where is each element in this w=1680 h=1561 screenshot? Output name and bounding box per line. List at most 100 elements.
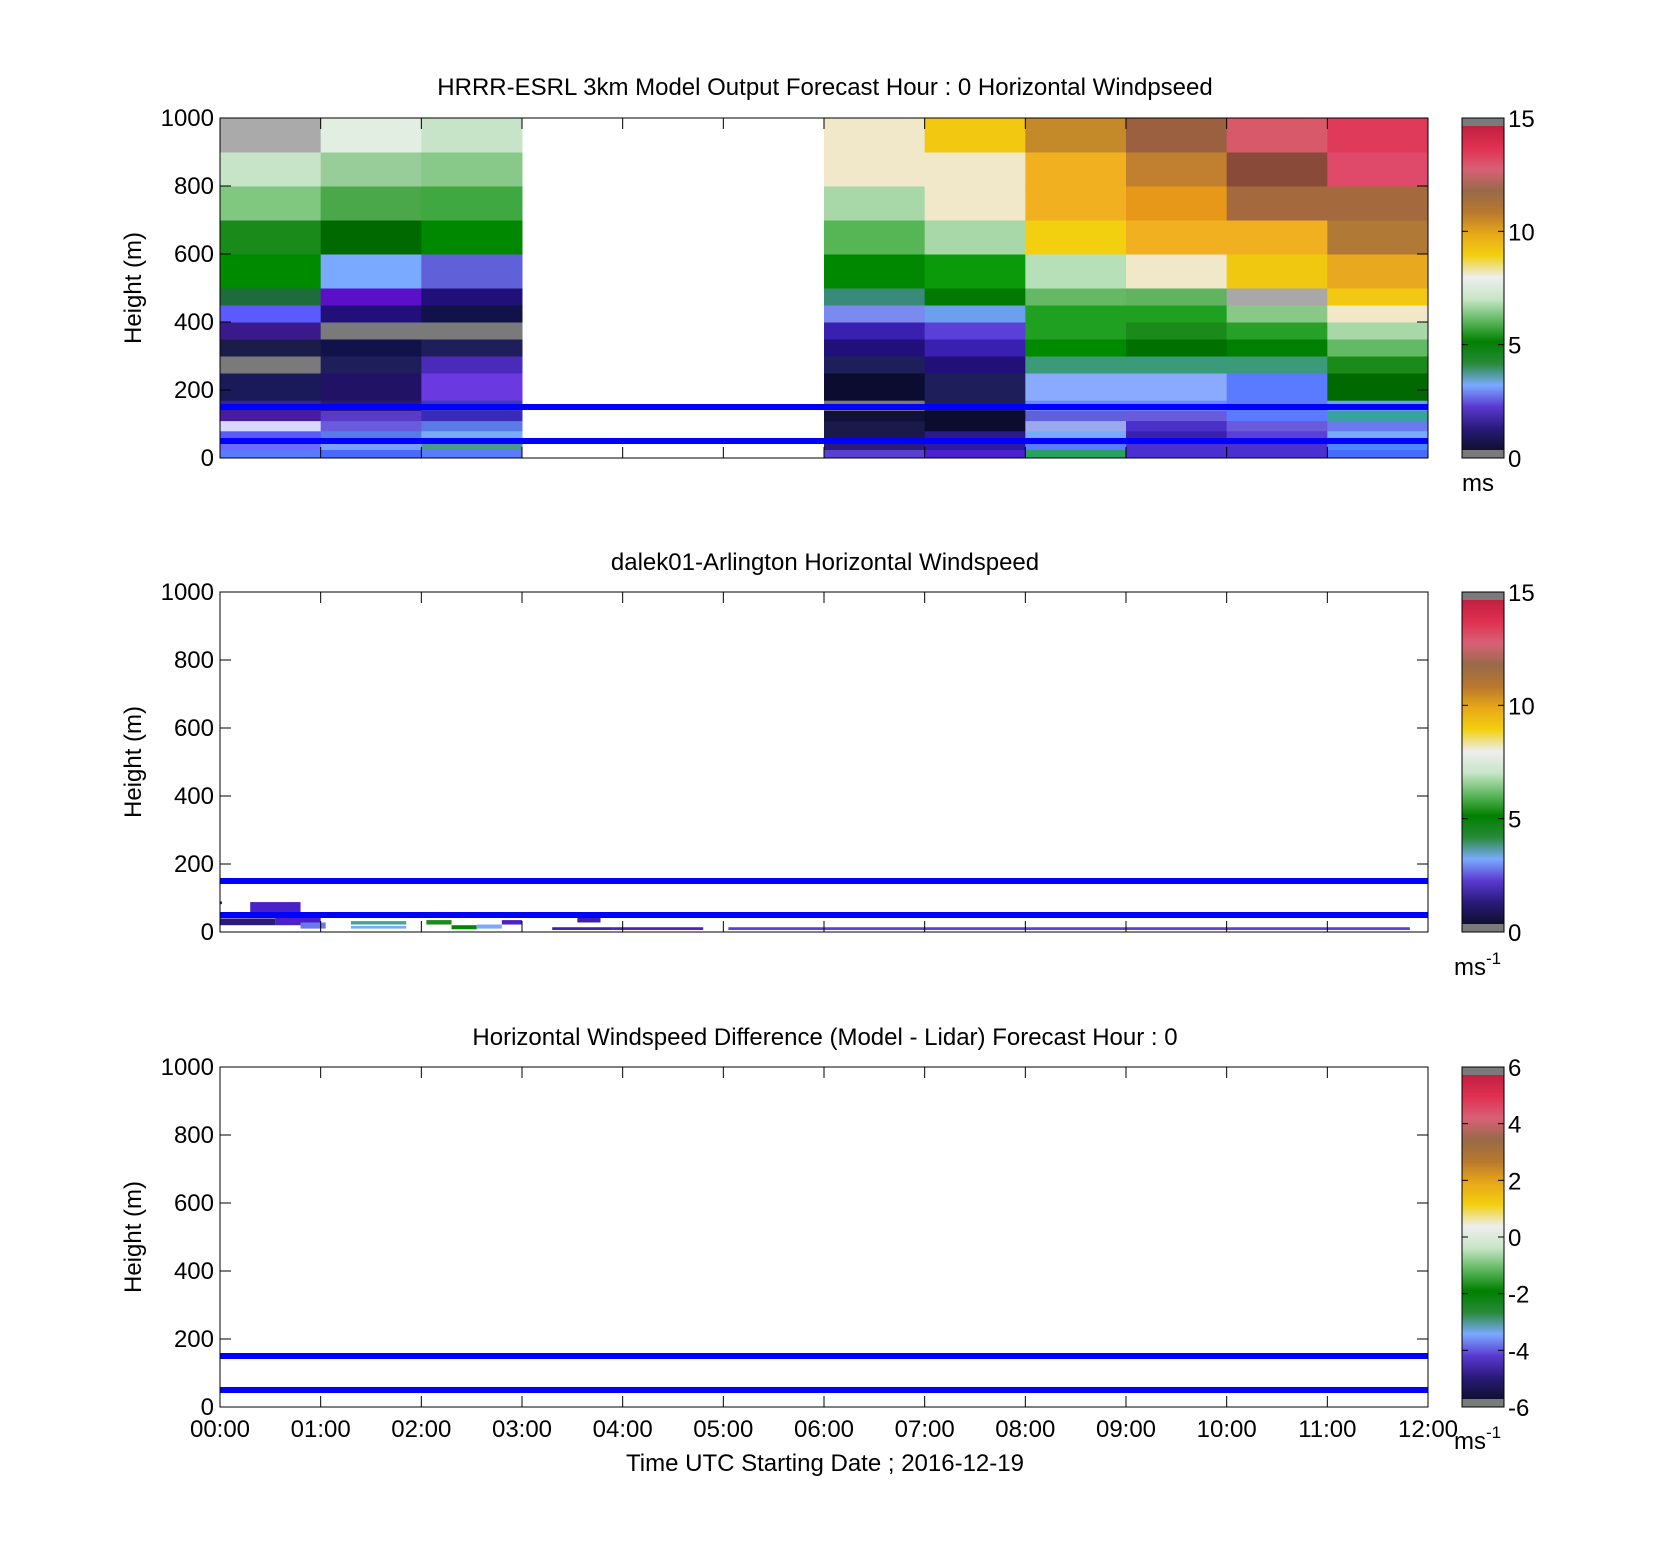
heatmap-cell — [824, 339, 926, 357]
colorbar-unit-base: ms — [1454, 954, 1486, 981]
heatmap-cell — [1126, 449, 1228, 459]
heatmap-cell — [220, 118, 322, 153]
heatmap-cell — [1025, 356, 1127, 374]
heatmap-cell — [1025, 220, 1127, 255]
heatmap-cell — [924, 305, 1026, 323]
heatmap-cell — [1126, 356, 1228, 374]
heatmap-cell — [1226, 322, 1328, 340]
heatmap-cell — [1126, 118, 1228, 153]
y-tick-label: 200 — [174, 851, 214, 878]
heatmap-cell — [220, 288, 322, 306]
heatmap-cell — [1226, 152, 1328, 187]
heatmap-cell — [1327, 305, 1429, 323]
colorbar-over-swatch — [1462, 118, 1504, 127]
heatmap-cell — [1226, 356, 1328, 374]
colorbar-unit: ms-1 — [1454, 949, 1501, 981]
heatmap-cell — [824, 356, 926, 374]
heatmap-cell — [501, 920, 522, 925]
heatmap-cell — [1226, 254, 1328, 289]
colorbar-unit: ms-1 — [1454, 1423, 1501, 1455]
y-axis-label: Height (m) — [120, 1181, 147, 1293]
reference-lines — [220, 1353, 1428, 1393]
reference-lines — [220, 404, 1428, 444]
colorbar-tick-label: 0 — [1508, 1225, 1521, 1252]
heatmap-cell — [1226, 118, 1328, 153]
heatmap-cell — [824, 449, 926, 459]
colorbar-under-swatch — [1462, 1399, 1504, 1407]
heatmap-cell — [350, 921, 407, 925]
heatmap-cell — [426, 920, 452, 925]
heatmap-cell — [1226, 305, 1328, 323]
y-tick-label: 400 — [174, 1258, 214, 1285]
colorbar-frame — [1461, 117, 1505, 459]
y-axis: 0 200 400 600 800 1000 — [161, 579, 1428, 946]
y-tick-label: 800 — [174, 647, 214, 674]
x-tick-label: 02:00 — [391, 1416, 451, 1443]
y-axis: 0 200 400 600 800 1000 — [161, 105, 1428, 472]
colorbar-tick-label: 4 — [1508, 1112, 1521, 1139]
colorbar-under-swatch — [1462, 450, 1504, 458]
heatmap-cell — [924, 152, 1026, 187]
heatmap-cell — [421, 356, 523, 374]
heatmap-cell — [824, 254, 926, 289]
y-tick-label: 600 — [174, 715, 214, 742]
heatmap-cell — [1226, 449, 1328, 459]
heatmap-cell — [1025, 430, 1127, 442]
heatmap-cell — [421, 441, 523, 450]
heatmap-cell — [1126, 305, 1228, 323]
heatmap-cell — [1025, 288, 1127, 306]
heatmap-cell — [824, 441, 926, 450]
x-tick-label: 01:00 — [291, 1416, 351, 1443]
heatmap-cell — [728, 927, 1410, 930]
colorbar-over-swatch — [1462, 1067, 1504, 1076]
heatmap-cell — [924, 449, 1026, 459]
heatmap-cell — [924, 356, 1026, 374]
heatmap-cell — [220, 901, 223, 905]
y-tick-label: 0 — [201, 919, 214, 946]
heatmap-cell — [1126, 186, 1228, 221]
heatmap-cell — [451, 925, 477, 930]
heatmap-cell — [1226, 220, 1328, 255]
panel-title: Horizontal Windspeed Difference (Model -… — [472, 1024, 1177, 1051]
heatmap-cell — [1226, 441, 1328, 450]
heatmap-cell — [350, 925, 407, 929]
heatmap-cell — [824, 305, 926, 323]
heatmap-cell — [1126, 339, 1228, 357]
y-tick-label: 800 — [174, 1122, 214, 1149]
heatmap-cell — [1126, 322, 1228, 340]
y-tick-label: 400 — [174, 309, 214, 336]
heatmap-cell — [552, 927, 613, 930]
heatmap-cell — [421, 288, 523, 306]
heatmap-cell — [924, 373, 1026, 401]
heatmap-cell — [1327, 220, 1429, 255]
colorbar-frame — [1461, 591, 1505, 933]
heatmap-cell — [1025, 305, 1127, 323]
heatmap-cell — [320, 441, 422, 450]
heatmap-cell — [320, 410, 422, 422]
heatmap-cell — [1126, 441, 1228, 450]
panel-title: HRRR-ESRL 3km Model Output Forecast Hour… — [437, 74, 1212, 101]
heatmap-cell — [1226, 186, 1328, 221]
x-tick-label: 06:00 — [794, 1416, 854, 1443]
heatmap-cell — [421, 420, 523, 432]
heatmap-cell — [320, 373, 422, 401]
heatmap-cell — [612, 927, 704, 930]
heatmap-cell — [1025, 339, 1127, 357]
heatmap-cell — [824, 118, 926, 153]
heatmap-cell — [220, 410, 322, 422]
heatmap-cell — [320, 186, 422, 221]
heatmap-cell — [1025, 441, 1127, 450]
heatmap-cell — [320, 254, 422, 289]
colorbar-tick-label: 10 — [1508, 693, 1535, 720]
heatmap-cell — [220, 339, 322, 357]
panel-title: dalek01-Arlington Horizontal Windspeed — [611, 549, 1039, 576]
colorbar-tick-label: -4 — [1508, 1338, 1529, 1365]
heatmap-cell — [1126, 152, 1228, 187]
heatmap-cell — [1126, 410, 1228, 422]
y-axis-label: Height (m) — [120, 232, 147, 344]
heatmap-cell — [220, 430, 322, 442]
y-tick-label: 600 — [174, 1190, 214, 1217]
x-tick-label: 11:00 — [1298, 1416, 1356, 1443]
x-tick-label: 05:00 — [693, 1416, 753, 1443]
reference-lines — [220, 878, 1428, 918]
